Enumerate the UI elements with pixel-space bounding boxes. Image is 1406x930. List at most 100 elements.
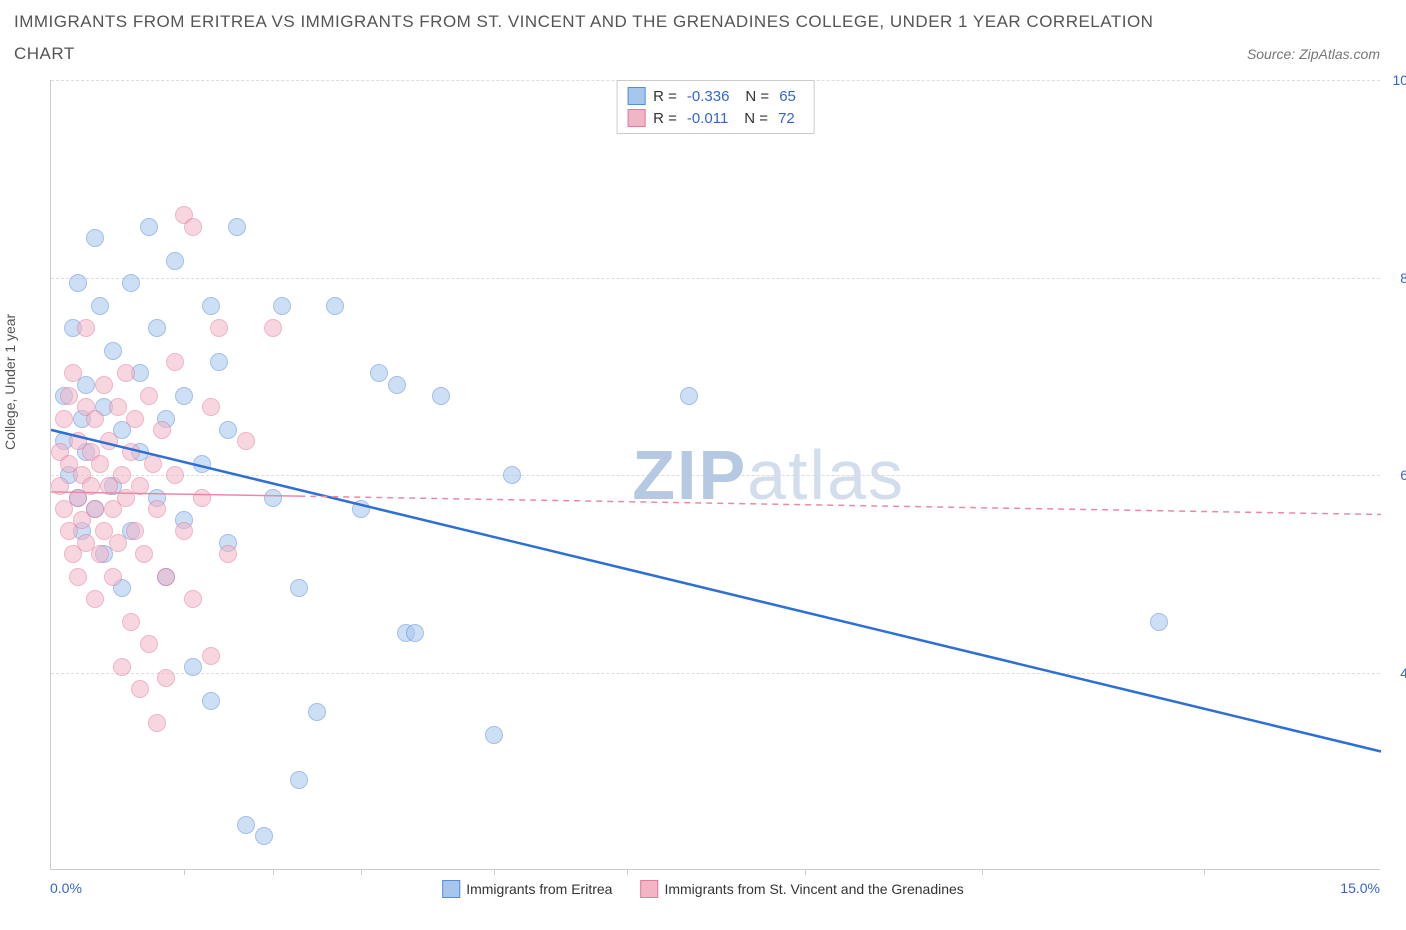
scatter-point: [135, 545, 153, 563]
x-tick: [1204, 869, 1205, 875]
x-tick: [494, 869, 495, 875]
chart-title-line1: IMMIGRANTS FROM ERITREA VS IMMIGRANTS FR…: [14, 12, 1153, 32]
scatter-point: [219, 421, 237, 439]
scatter-point: [175, 387, 193, 405]
scatter-point: [122, 613, 140, 631]
scatter-point: [485, 726, 503, 744]
x-tick: [627, 869, 628, 875]
scatter-point: [104, 342, 122, 360]
scatter-point: [202, 297, 220, 315]
gridline: [51, 673, 1380, 674]
x-axis-max-label: 15.0%: [1340, 880, 1380, 896]
scatter-point: [117, 364, 135, 382]
scatter-point: [308, 703, 326, 721]
legend-r-value: -0.011: [687, 110, 728, 127]
scatter-point: [237, 816, 255, 834]
scatter-point: [273, 297, 291, 315]
legend-r-value: -0.336: [687, 88, 730, 105]
scatter-point: [113, 658, 131, 676]
legend-item: Immigrants from Eritrea: [442, 880, 612, 898]
scatter-point: [104, 568, 122, 586]
x-tick: [184, 869, 185, 875]
scatter-point: [210, 319, 228, 337]
legend-swatch: [442, 880, 460, 898]
scatter-point: [193, 455, 211, 473]
legend-item-label: Immigrants from St. Vincent and the Gren…: [664, 881, 963, 897]
gridline: [51, 278, 1380, 279]
legend-swatch: [627, 109, 645, 127]
legend-item-label: Immigrants from Eritrea: [466, 881, 612, 897]
chart-plot-area: ZIPatlas R =-0.336N =65R =-0.011N =72 47…: [50, 80, 1380, 870]
scatter-point: [352, 500, 370, 518]
scatter-point: [86, 500, 104, 518]
scatter-point: [55, 410, 73, 428]
scatter-point: [202, 647, 220, 665]
x-axis-min-label: 0.0%: [50, 880, 82, 896]
scatter-point: [140, 387, 158, 405]
scatter-point: [109, 398, 127, 416]
scatter-point: [255, 827, 273, 845]
scatter-point: [166, 466, 184, 484]
scatter-point: [237, 432, 255, 450]
scatter-point: [184, 590, 202, 608]
scatter-point: [680, 387, 698, 405]
scatter-point: [86, 229, 104, 247]
scatter-point: [166, 353, 184, 371]
scatter-point: [148, 714, 166, 732]
scatter-point: [432, 387, 450, 405]
scatter-point: [406, 624, 424, 642]
legend-swatch: [640, 880, 658, 898]
scatter-point: [370, 364, 388, 382]
scatter-point: [264, 489, 282, 507]
scatter-point: [264, 319, 282, 337]
scatter-point: [144, 455, 162, 473]
scatter-point: [503, 466, 521, 484]
scatter-point: [153, 421, 171, 439]
legend-row: R = -0.336 N = 65: [627, 85, 804, 107]
scatter-point: [202, 398, 220, 416]
legend-n-value: 72: [778, 110, 795, 127]
chart-title-line2: CHART: [14, 44, 75, 64]
scatter-point: [100, 432, 118, 450]
scatter-point: [184, 218, 202, 236]
scatter-point: [184, 658, 202, 676]
scatter-point: [290, 579, 308, 597]
scatter-point: [1150, 613, 1168, 631]
scatter-point: [140, 635, 158, 653]
legend-n-label: N =: [745, 88, 769, 105]
y-tick-label: 65.0%: [1400, 467, 1406, 483]
scatter-point: [157, 568, 175, 586]
scatter-point: [148, 319, 166, 337]
scatter-point: [109, 534, 127, 552]
scatter-point: [326, 297, 344, 315]
scatter-point: [69, 568, 87, 586]
legend-n-value: 65: [779, 88, 796, 105]
scatter-point: [122, 274, 140, 292]
scatter-point: [228, 218, 246, 236]
scatter-point: [95, 376, 113, 394]
scatter-point: [91, 455, 109, 473]
scatter-point: [290, 771, 308, 789]
scatter-point: [175, 522, 193, 540]
legend-swatch: [627, 87, 645, 105]
scatter-point: [202, 692, 220, 710]
legend-row: R =-0.011N =72: [627, 107, 804, 129]
legend-item: Immigrants from St. Vincent and the Gren…: [640, 880, 963, 898]
scatter-point: [140, 218, 158, 236]
scatter-point: [388, 376, 406, 394]
scatter-point: [77, 319, 95, 337]
scatter-point: [166, 252, 184, 270]
scatter-point: [91, 545, 109, 563]
scatter-point: [126, 522, 144, 540]
legend-r-label: R =: [653, 88, 677, 105]
scatter-point: [86, 590, 104, 608]
scatter-point: [60, 387, 78, 405]
y-tick-label: 47.5%: [1400, 665, 1406, 681]
scatter-point: [131, 477, 149, 495]
source-attribution: Source: ZipAtlas.com: [1247, 46, 1380, 62]
y-axis-label: College, Under 1 year: [2, 314, 18, 450]
scatter-point: [113, 466, 131, 484]
scatter-point: [157, 669, 175, 687]
scatter-point: [210, 353, 228, 371]
x-tick: [273, 869, 274, 875]
